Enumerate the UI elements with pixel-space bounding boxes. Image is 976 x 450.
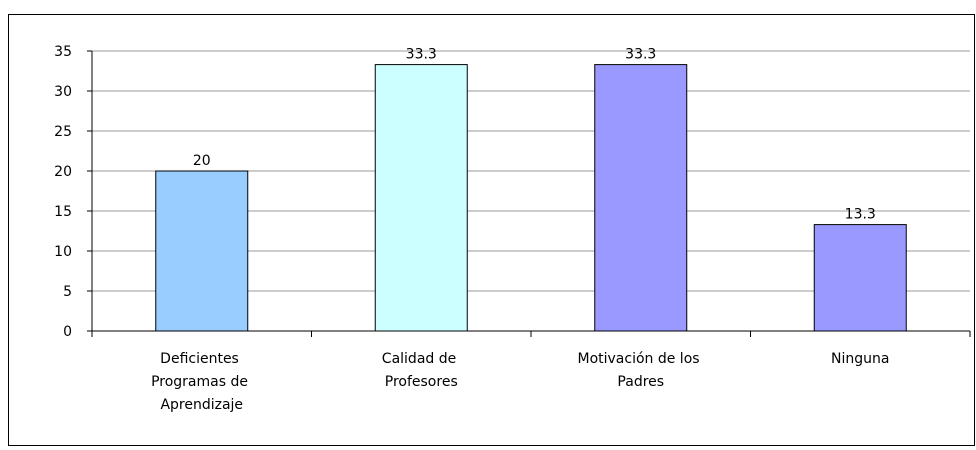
bar <box>594 64 688 332</box>
bar <box>374 64 468 332</box>
data-label: 20 <box>193 153 211 169</box>
bar <box>813 224 907 332</box>
data-label: 13.3 <box>845 207 876 223</box>
y-tick-label: 20 <box>54 164 72 180</box>
y-tick-label: 25 <box>54 124 72 140</box>
data-label: 33.3 <box>406 47 437 63</box>
y-tick-label: 10 <box>54 244 72 260</box>
y-tick-label: 30 <box>54 84 72 100</box>
x-tick-label: Ninguna <box>831 351 889 367</box>
bar <box>155 170 249 332</box>
y-tick-label: 5 <box>63 284 72 300</box>
y-tick-label: 15 <box>54 204 72 220</box>
x-tick-label: Motivación de los Padres <box>577 351 704 390</box>
y-tick-label: 0 <box>63 324 72 340</box>
data-label: 33.3 <box>625 47 656 63</box>
x-tick-label: Calidad de Profesores <box>382 351 461 390</box>
y-tick-label: 35 <box>54 44 72 60</box>
x-tick-label: Deficientes Programas de Aprendizaje <box>151 351 252 413</box>
